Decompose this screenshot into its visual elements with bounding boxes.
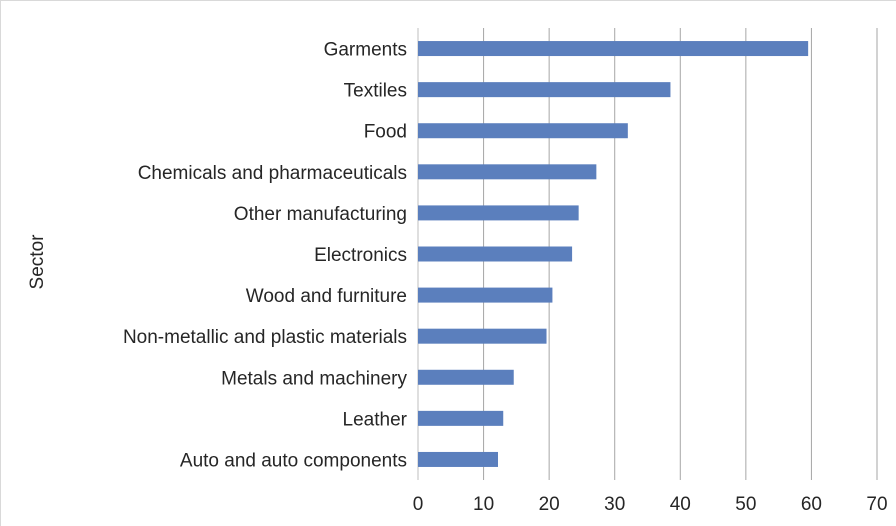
- bar: [418, 123, 628, 139]
- x-tick-label: 60: [801, 494, 822, 515]
- x-tick-label: 70: [866, 494, 887, 515]
- bar: [418, 451, 498, 467]
- category-label: Chemicals and pharmaceuticals: [138, 163, 407, 184]
- category-label: Non-metallic and plastic materials: [123, 327, 407, 348]
- x-tick-label: 10: [473, 494, 494, 515]
- category-label: Leather: [343, 409, 408, 430]
- bar: [418, 164, 597, 180]
- bar: [418, 82, 671, 98]
- bar: [418, 287, 553, 303]
- x-tick-labels: 0 10 20 30 40 50 60 70: [413, 494, 888, 515]
- bar: [418, 369, 514, 385]
- y-axis-title: Sector: [27, 234, 48, 290]
- category-label: Wood and furniture: [246, 286, 407, 307]
- bars: [418, 41, 809, 467]
- x-tick-label: 30: [604, 494, 625, 515]
- category-label: Metals and machinery: [221, 368, 407, 389]
- category-labels: Garments Textiles Food Chemicals and pharma…: [123, 40, 408, 472]
- x-tick-label: 20: [539, 494, 560, 515]
- category-label: Electronics: [314, 245, 407, 266]
- bar: [418, 205, 579, 221]
- bar: [418, 246, 573, 262]
- x-tick-label: 0: [413, 494, 424, 515]
- bar: [418, 410, 504, 426]
- x-tick-label: 40: [670, 494, 691, 515]
- category-label: Auto and auto components: [180, 450, 407, 471]
- category-label: Textiles: [344, 81, 407, 102]
- x-tick-label: 50: [735, 494, 756, 515]
- category-label: Garments: [324, 40, 407, 61]
- category-label: Food: [364, 122, 407, 143]
- bar: [418, 41, 809, 57]
- bar: [418, 328, 547, 344]
- category-label: Other manufacturing: [234, 204, 407, 225]
